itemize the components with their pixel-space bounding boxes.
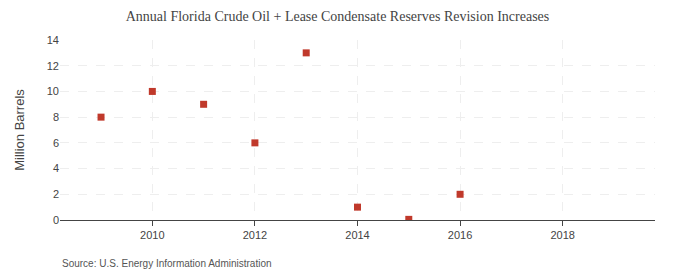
svg-text:2: 2 — [53, 188, 59, 200]
svg-text:2014: 2014 — [345, 229, 369, 241]
svg-text:14: 14 — [47, 34, 59, 46]
svg-text:2016: 2016 — [448, 229, 472, 241]
svg-text:Annual Florida Crude Oil + Lea: Annual Florida Crude Oil + Lease Condens… — [126, 9, 550, 24]
svg-text:12: 12 — [47, 60, 59, 72]
svg-text:10: 10 — [47, 85, 59, 97]
svg-text:6: 6 — [53, 137, 59, 149]
svg-text:2012: 2012 — [243, 229, 267, 241]
svg-text:2010: 2010 — [140, 229, 164, 241]
svg-text:0: 0 — [53, 214, 59, 226]
svg-text:Source: U.S. Energy Informatio: Source: U.S. Energy Information Administ… — [62, 258, 272, 269]
svg-text:8: 8 — [53, 111, 59, 123]
svg-text:2018: 2018 — [550, 229, 574, 241]
svg-text:4: 4 — [53, 162, 59, 174]
svg-text:Million Barrels: Million Barrels — [12, 89, 27, 171]
